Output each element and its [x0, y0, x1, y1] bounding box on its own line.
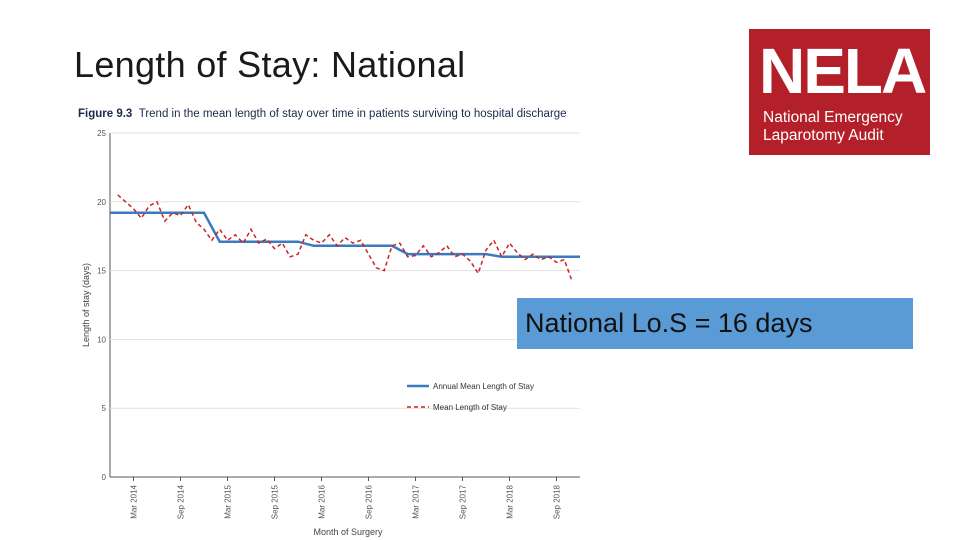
x-tick-label: Sep 2018 [553, 484, 562, 519]
x-axis-label: Month of Surgery [313, 527, 383, 537]
x-tick-label: Mar 2016 [318, 484, 327, 518]
y-tick-label: 20 [97, 198, 106, 207]
x-tick-label: Sep 2016 [365, 484, 374, 519]
logo-line-2: Laparotomy Audit [763, 127, 884, 144]
series-line-monthly-mean [117, 194, 573, 282]
x-tick-label: Mar 2015 [224, 484, 233, 518]
x-tick-label: Mar 2017 [412, 484, 421, 518]
legend: Annual Mean Length of Stay Mean Length o… [407, 382, 534, 412]
figure-number: Figure 9.3 [78, 108, 133, 120]
nela-logo: NELA National Emergency Laparotomy Audit [749, 29, 930, 155]
slide-title: Length of Stay: National [74, 44, 466, 85]
x-tick-label: Mar 2014 [130, 484, 139, 518]
series-lines [110, 194, 580, 282]
y-tick-label: 5 [102, 404, 107, 413]
logo-line-1: National Emergency [763, 109, 903, 126]
x-tick-label: Mar 2018 [506, 484, 515, 518]
y-tick-label: 10 [97, 335, 106, 344]
x-tick-label: Sep 2014 [177, 484, 186, 519]
y-axis-label: Length of stay (days) [81, 263, 91, 347]
y-tick-label: 25 [97, 129, 106, 138]
x-tick-label: Sep 2017 [459, 484, 468, 519]
legend-annual-label: Annual Mean Length of Stay [433, 382, 534, 391]
logo-acronym: NELA [759, 35, 927, 107]
figure-caption: Figure 9.3 Trend in the mean length of s… [78, 108, 567, 120]
y-tick-label: 15 [97, 267, 106, 276]
series-line-annual-mean [110, 211, 580, 259]
y-tick-labels: 0 5 10 15 20 25 [97, 129, 106, 482]
x-tick-label: Sep 2015 [271, 484, 280, 519]
national-los-callout: National Lo.S = 16 days [517, 298, 913, 349]
gridlines [110, 132, 580, 409]
legend-monthly-label: Mean Length of Stay [433, 403, 507, 412]
figure-caption-text: Trend in the mean length of stay over ti… [138, 108, 567, 120]
x-tick-labels: Mar 2014 Sep 2014 Mar 2015 Sep 2015 Mar 2016… [130, 477, 562, 519]
y-tick-label: 0 [102, 473, 107, 482]
